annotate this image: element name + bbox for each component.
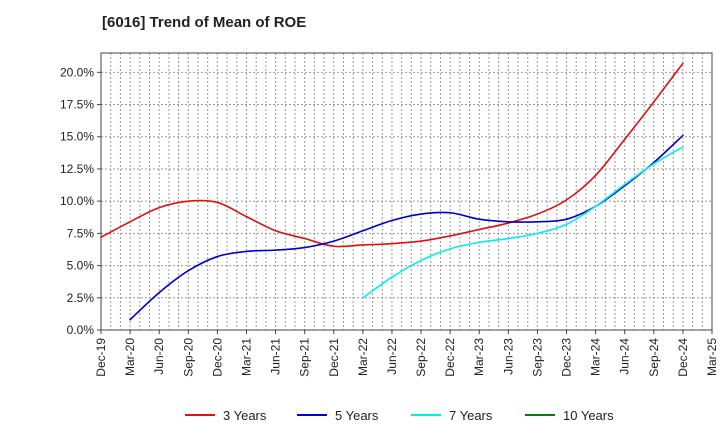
x-tick-label: Mar-20 — [123, 338, 137, 376]
legend-label-7-years: 7 Years — [449, 408, 493, 423]
x-tick-label: Jun-23 — [501, 338, 515, 375]
y-tick-label: 12.5% — [60, 162, 94, 176]
y-tick-label: 10.0% — [60, 194, 94, 208]
x-tick-label: Sep-20 — [181, 338, 195, 377]
x-tick-label: Mar-23 — [472, 338, 486, 376]
x-tick-label: Jun-22 — [385, 338, 399, 375]
legend-label-5-years: 5 Years — [335, 408, 379, 423]
y-tick-label: 5.0% — [67, 259, 95, 273]
x-tick-label: Dec-19 — [94, 338, 108, 377]
legend-label-10-years: 10 Years — [563, 408, 614, 423]
legend: 3 Years 5 Years 7 Years 10 Years — [185, 408, 614, 423]
x-tick-label: Dec-21 — [327, 338, 341, 377]
y-tick-label: 2.5% — [67, 291, 95, 305]
legend-label-3-years: 3 Years — [223, 408, 267, 423]
x-tick-label: Sep-23 — [530, 338, 544, 377]
x-tick-label: Dec-20 — [210, 338, 224, 377]
x-tick-label: Sep-24 — [647, 338, 661, 377]
grid — [100, 53, 713, 331]
x-tick-label: Dec-24 — [676, 338, 690, 377]
y-tick-label: 0.0% — [67, 323, 95, 337]
series-line-7-years — [362, 146, 684, 299]
x-tick-label: Mar-21 — [239, 338, 253, 376]
plot-area — [100, 52, 713, 331]
x-tick-label: Mar-22 — [356, 338, 370, 376]
y-tick-label: 17.5% — [60, 98, 94, 112]
x-tick-label: Jun-21 — [269, 338, 283, 375]
x-tick-label: Dec-23 — [560, 338, 574, 377]
y-tick-label: 15.0% — [60, 130, 94, 144]
y-axis-ticks: 0.0% 2.5% 5.0% 7.5% 10.0% 12.5% 15.0% 17.5% 20.0… — [60, 65, 101, 337]
y-tick-label: 7.5% — [67, 226, 95, 240]
chart-title: [6016] Trend of Mean of ROE — [102, 14, 307, 31]
x-tick-label: Mar-24 — [589, 338, 603, 376]
x-tick-label: Sep-21 — [298, 338, 312, 377]
x-axis-ticks: Dec-19 Mar-20 Jun-20 Sep-20 Dec-20 Mar-21 Jun-… — [94, 330, 719, 377]
x-tick-label: Sep-22 — [414, 338, 428, 377]
series-lines — [100, 62, 684, 321]
x-tick-label: Jun-24 — [618, 338, 632, 375]
series-line-3-years — [100, 62, 684, 248]
x-tick-label: Mar-25 — [705, 338, 719, 376]
y-tick-label: 20.0% — [60, 65, 94, 79]
x-tick-label: Jun-20 — [152, 338, 166, 375]
x-tick-label: Dec-22 — [443, 338, 457, 377]
series-line-5-years — [129, 134, 684, 321]
